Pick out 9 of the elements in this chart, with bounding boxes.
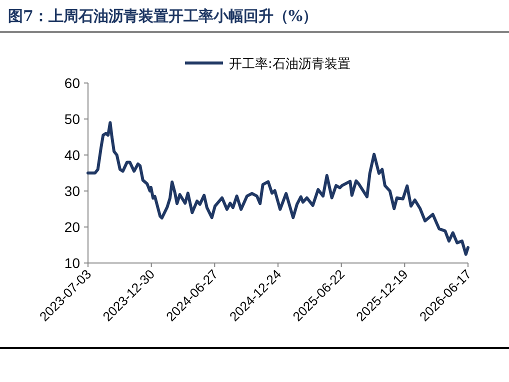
y-tick-label: 20 xyxy=(64,219,80,235)
legend-label: 开工率:石油沥青装置 xyxy=(229,56,350,72)
chart-title: 图7：上周石油沥青装置开工率小幅回升（%） xyxy=(8,7,318,25)
y-tick-label: 50 xyxy=(64,111,80,127)
y-tick-label: 10 xyxy=(64,255,80,271)
y-tick-label: 30 xyxy=(64,183,80,199)
line-series xyxy=(86,121,470,256)
y-tick-label: 60 xyxy=(64,75,80,91)
y-tick-label: 40 xyxy=(64,147,80,163)
